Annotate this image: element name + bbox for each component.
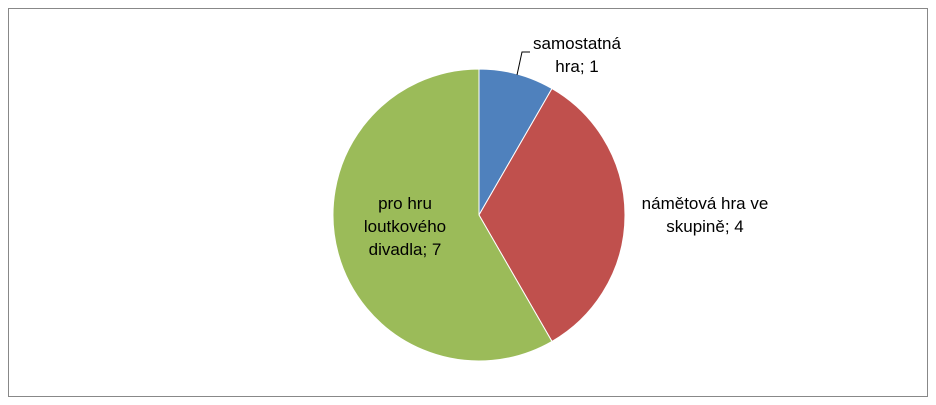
data-label: samostatná hra; 1 [533,34,621,76]
data-label: pro hru loutkového divadla; 7 [363,194,447,259]
pie-slice [478,87,626,343]
data-label: námětová hra ve skupině; 4 [641,194,769,236]
leader-line [516,51,530,76]
pie-slice [332,68,553,362]
